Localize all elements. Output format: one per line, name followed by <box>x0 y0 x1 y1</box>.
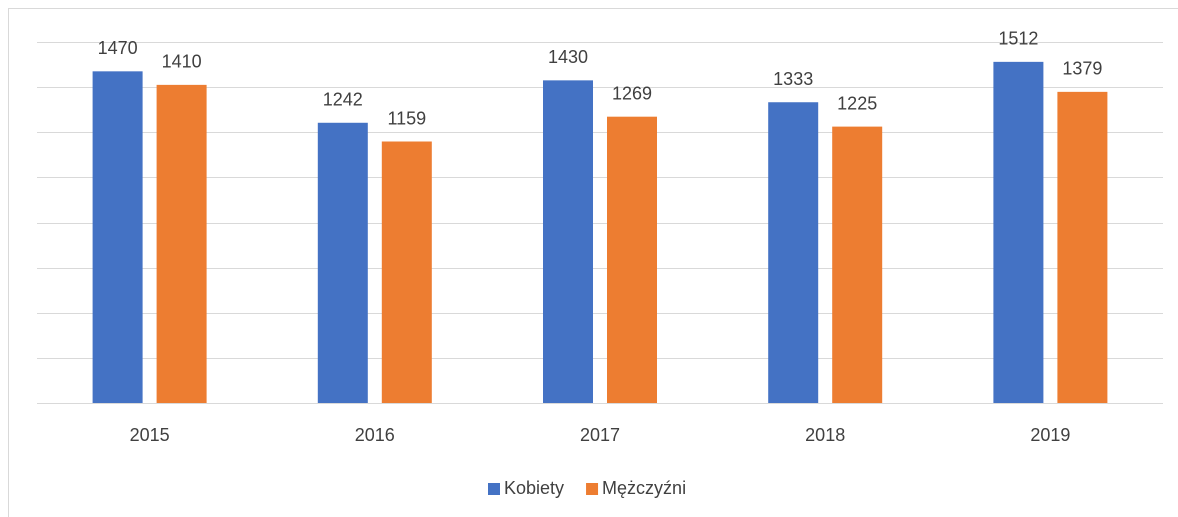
bar <box>317 122 368 404</box>
chart-frame <box>8 8 1178 517</box>
data-label: 1379 <box>1062 59 1102 79</box>
bar <box>543 80 593 403</box>
data-label: 1333 <box>773 69 813 89</box>
legend-swatch <box>586 483 599 495</box>
x-tick-label: 2017 <box>580 425 620 445</box>
data-label: 1225 <box>837 93 877 113</box>
bar <box>381 141 432 404</box>
x-tick-label: 2016 <box>355 425 395 445</box>
x-tick-label: 2019 <box>1030 425 1070 445</box>
legend-label: Kobiety <box>504 478 564 498</box>
data-label: 1430 <box>548 47 588 67</box>
data-label: 1159 <box>387 108 426 128</box>
data-label: 1512 <box>998 29 1038 49</box>
bar <box>607 116 657 403</box>
bar <box>156 84 207 404</box>
data-label: 1410 <box>162 52 202 72</box>
x-tick-label: 2015 <box>130 425 170 445</box>
bar <box>768 102 819 403</box>
data-label: 1242 <box>323 90 363 110</box>
legend-label: Mężczyźni <box>602 478 686 498</box>
data-label: 1269 <box>612 83 652 103</box>
legend-swatch <box>488 483 500 495</box>
bar <box>1057 91 1108 403</box>
bar <box>832 126 883 403</box>
x-tick-label: 2018 <box>805 425 845 445</box>
bar <box>993 61 1044 403</box>
bar <box>92 71 143 404</box>
data-label: 1470 <box>98 38 138 58</box>
